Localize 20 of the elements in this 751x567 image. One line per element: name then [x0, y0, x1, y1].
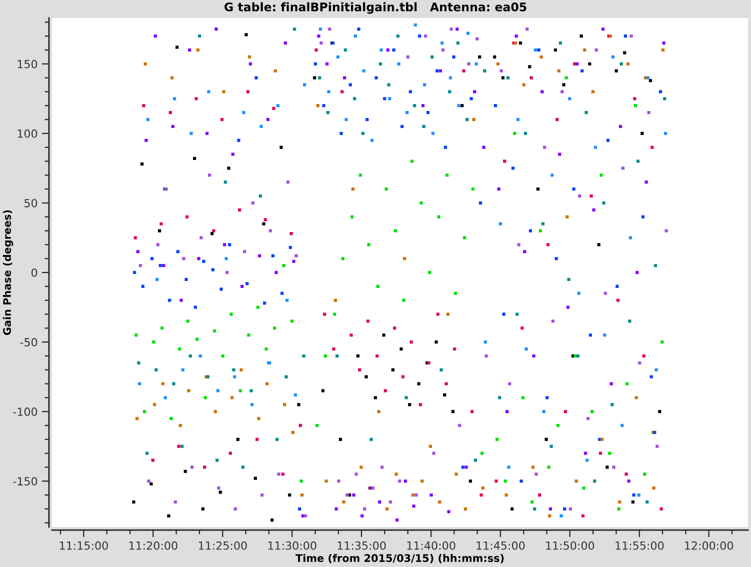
x-axis-title: Time (from 2015/03/15) (hh:mm:ss): [296, 554, 504, 564]
x-tick-label: 11:20:00: [129, 541, 178, 550]
x-tick-label: 11:55:00: [616, 541, 664, 550]
x-tick-label: 11:25:00: [198, 541, 247, 550]
y-tick-label: -50: [20, 338, 38, 346]
y-tick-label: 50: [24, 198, 38, 208]
x-tick-label: 11:30:00: [268, 541, 316, 550]
chart-title: G table: finalBPinitialgain.tbl Antenna: ea05: [224, 2, 526, 14]
y-tick-label: 100: [18, 129, 38, 138]
y-tick-label: 150: [18, 60, 38, 68]
x-tick-label: 11:50:00: [546, 541, 594, 550]
x-tick-label: 11:15:00: [60, 541, 108, 550]
y-tick-label: -150: [13, 477, 38, 486]
x-tick-label: 12:00:00: [685, 541, 734, 550]
x-tick-label: 11:45:00: [476, 541, 525, 550]
y-tick-label: -100: [13, 408, 38, 416]
x-tick-label: 11:40:00: [407, 541, 456, 550]
y-axis-title: Gain Phase (degrees): [2, 210, 14, 336]
x-tick-label: 11:35:00: [338, 541, 386, 550]
y-tick-label: 0: [31, 268, 38, 277]
